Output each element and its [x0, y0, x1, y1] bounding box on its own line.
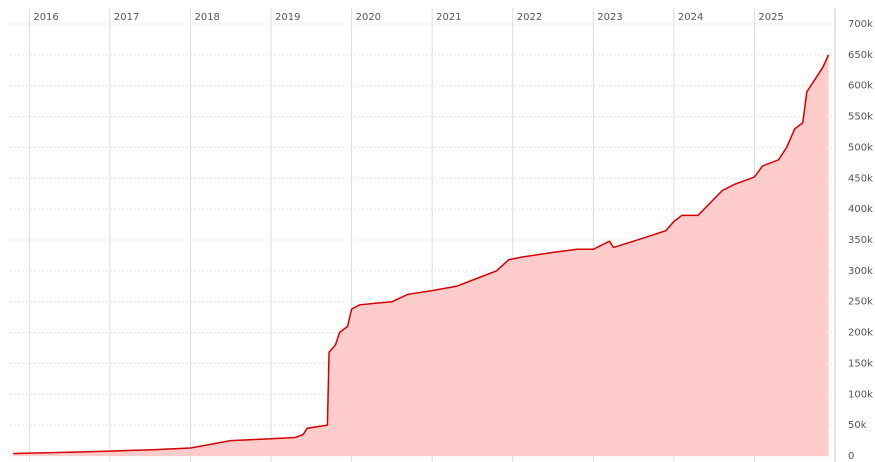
area	[13, 54, 829, 456]
y-tick-label: 150k	[848, 358, 873, 369]
y-tick-label: 650k	[848, 50, 873, 61]
y-tick-label: 550k	[848, 112, 873, 123]
y-tick-label: 50k	[848, 420, 867, 431]
x-tick-label: 2022	[517, 12, 542, 23]
y-tick-label: 400k	[848, 204, 873, 215]
x-tick-label: 2016	[33, 12, 58, 23]
y-tick-label: 100k	[848, 389, 873, 400]
line	[13, 54, 830, 455]
x-tick-label: 2021	[436, 12, 461, 23]
y-tick-label: 500k	[848, 142, 873, 153]
y-tick-label: 300k	[848, 266, 873, 277]
x-tick-label: 2020	[356, 12, 381, 23]
y-tick-label: 450k	[848, 173, 873, 184]
y-tick-label: 0	[848, 451, 854, 462]
y-tick-label: 700k	[848, 19, 873, 30]
x-tick-label: 2017	[114, 12, 139, 23]
y-tick-label: 600k	[848, 81, 873, 92]
y-tick-label: 350k	[848, 235, 873, 246]
x-tick-label: 2018	[194, 12, 219, 23]
y-tick-label: 250k	[848, 297, 873, 308]
x-tick-label: 2023	[597, 12, 622, 23]
y-tick-label: 200k	[848, 328, 873, 339]
x-tick-label: 2025	[758, 12, 783, 23]
x-tick-label: 2024	[678, 12, 703, 23]
x-tick-label: 2019	[275, 12, 300, 23]
